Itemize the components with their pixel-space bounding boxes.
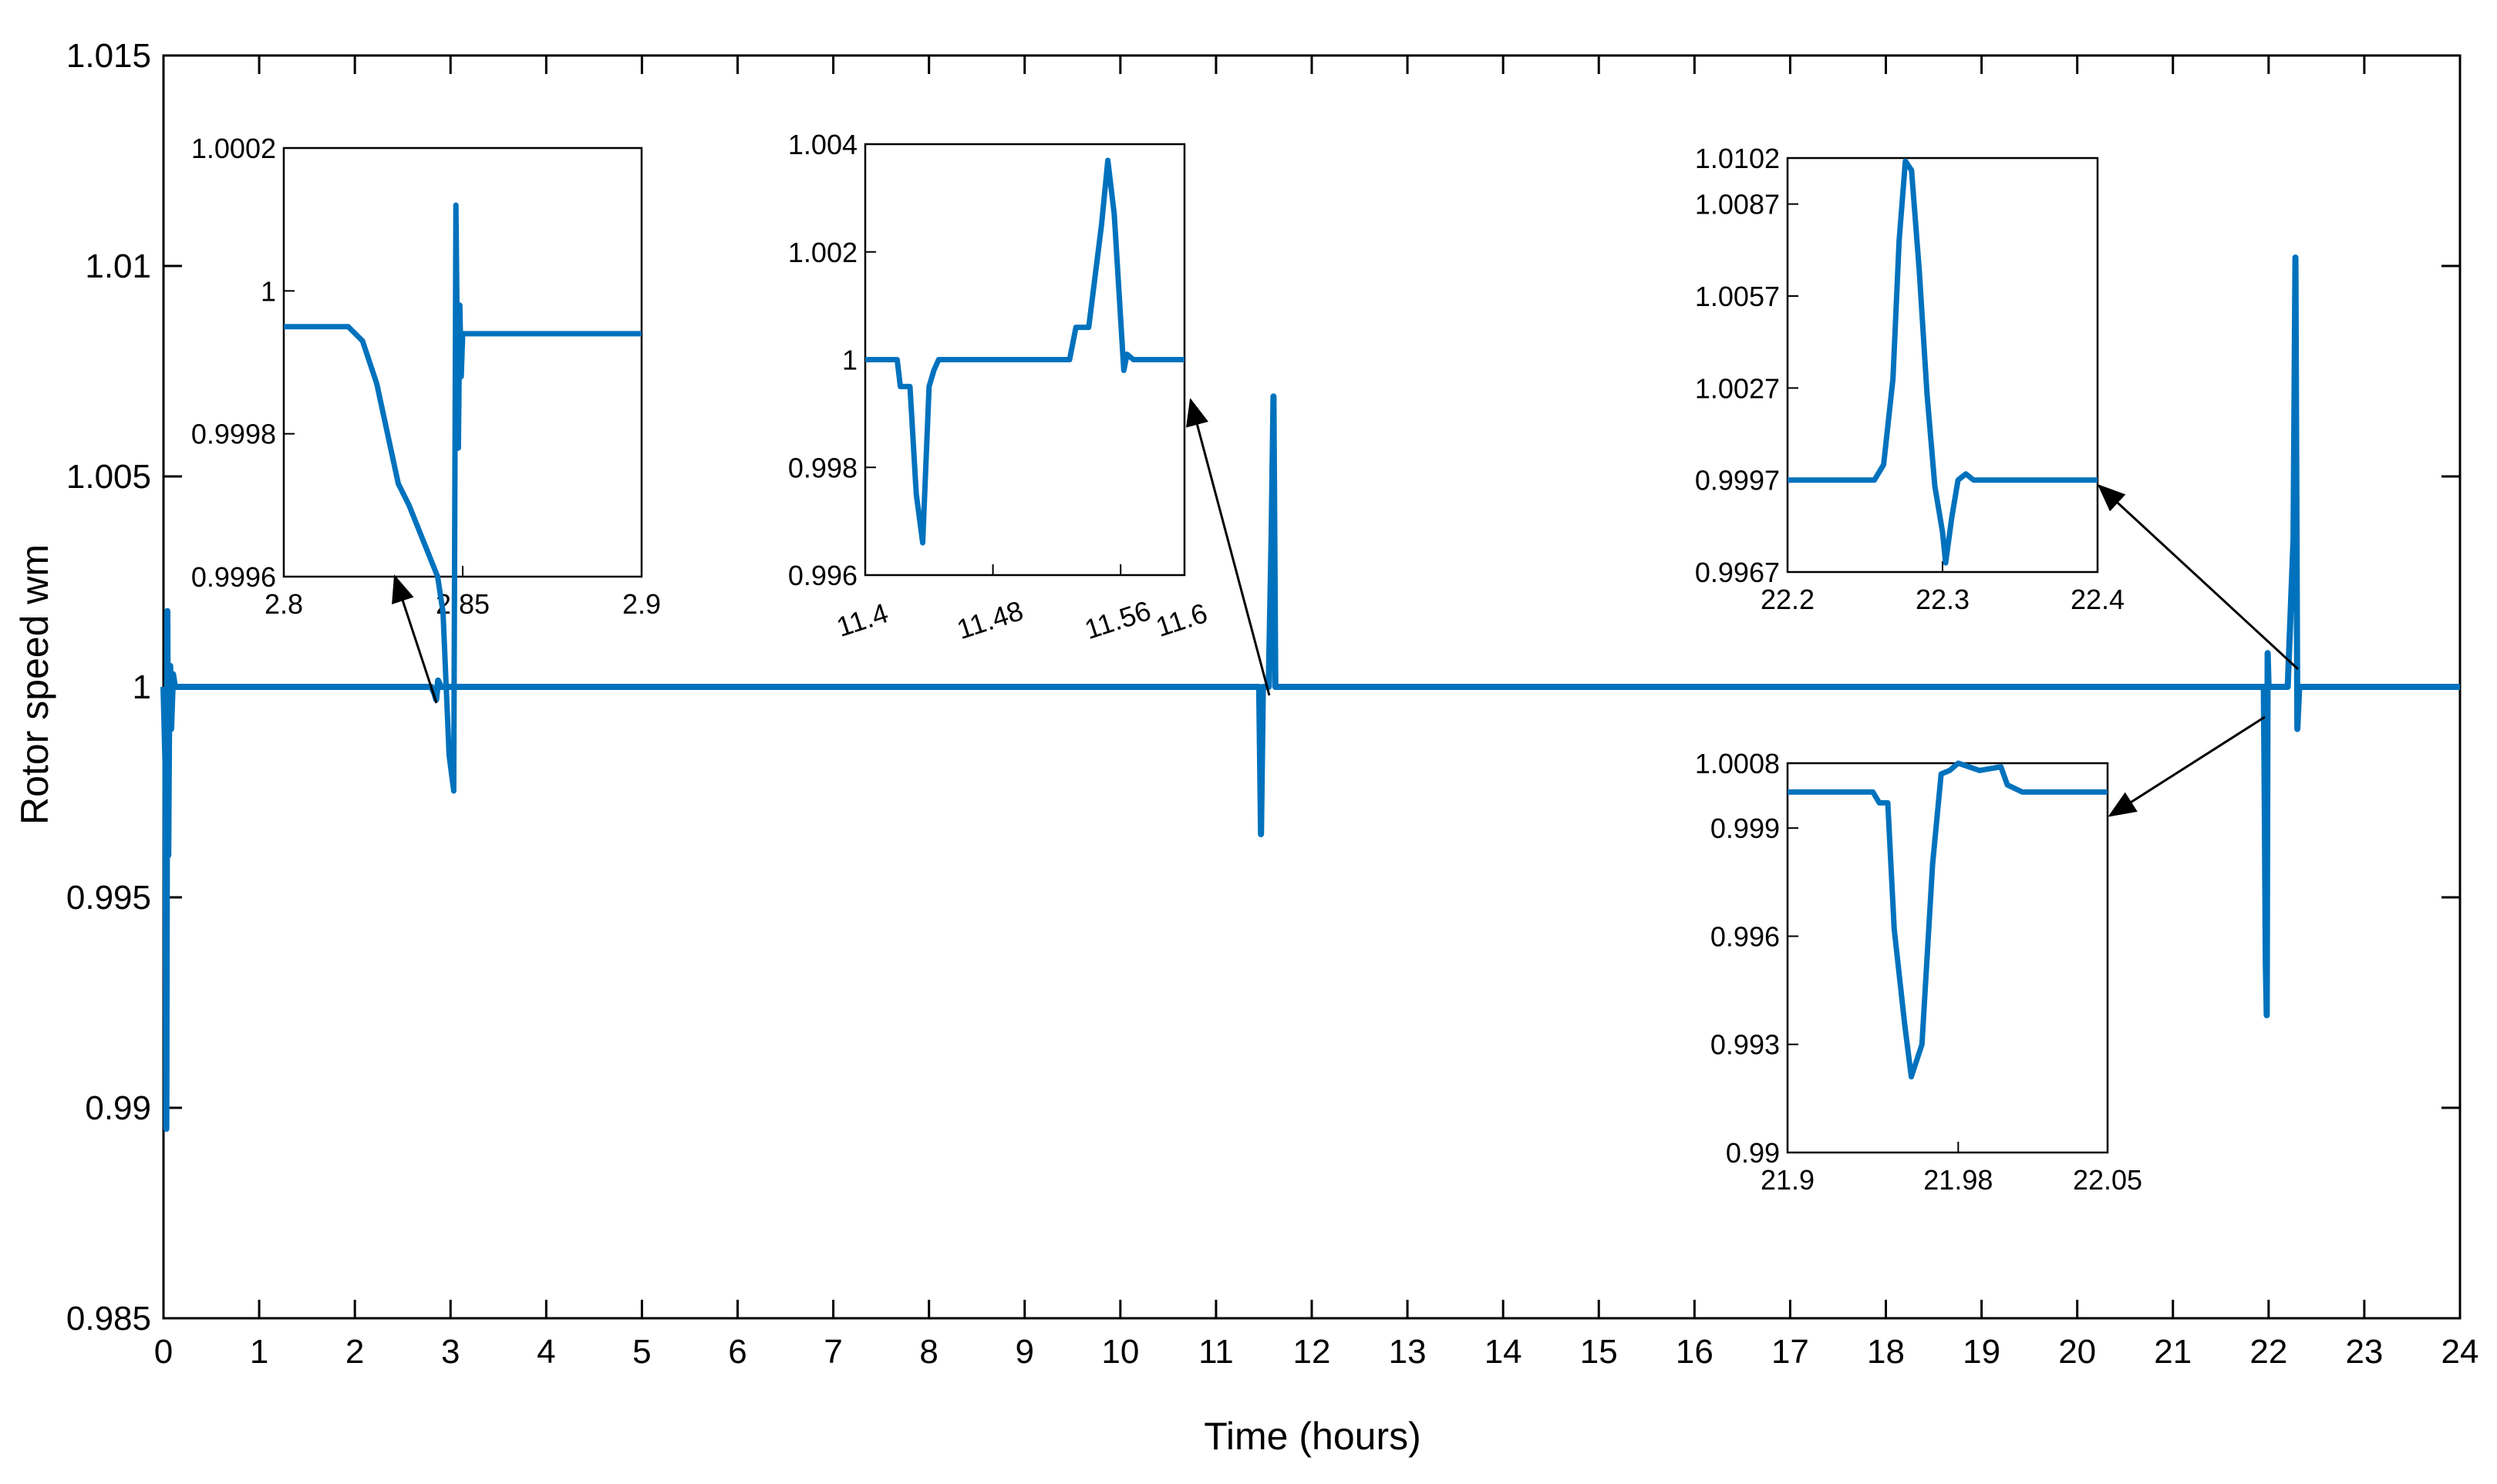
inset-y-tick-label: 1.0002 [191, 133, 276, 164]
inset-x-tick-label: 2.8 [265, 588, 303, 620]
inset-y-tick-label: 1.004 [788, 129, 858, 160]
y-tick-label: 0.995 [66, 879, 151, 917]
x-tick-label: 1 [250, 1333, 268, 1371]
inset-y-tick-label: 0.998 [788, 452, 858, 483]
x-tick-label: 22 [2249, 1333, 2287, 1371]
x-tick-label: 15 [1580, 1333, 1618, 1371]
zoom-arrow [1185, 398, 1271, 696]
inset-y-tick-label: 0.996 [788, 560, 858, 591]
inset-y-tick-label: 0.9998 [191, 419, 276, 450]
inset-x-tick-label: 2.9 [622, 588, 661, 620]
x-axis-title: Time (hours) [1204, 1415, 1421, 1458]
x-tick-label: 19 [1963, 1333, 2000, 1371]
x-tick-label: 21 [2154, 1333, 2192, 1371]
x-tick-label: 24 [2441, 1333, 2479, 1371]
x-tick-label: 11 [1198, 1333, 1234, 1371]
inset-x-tick-label: 22.4 [2071, 584, 2125, 615]
x-tick-label: 16 [1676, 1333, 1714, 1371]
inset-y-tick-label: 0.99 [1726, 1137, 1780, 1169]
inset-y-tick-label: 1.0057 [1695, 281, 1780, 312]
inset-series-line [284, 202, 642, 794]
x-tick-label: 10 [1101, 1333, 1139, 1371]
inset-y-tick-label: 0.9997 [1695, 465, 1780, 496]
x-tick-label: 7 [824, 1333, 842, 1371]
x-tick-label: 5 [632, 1333, 651, 1371]
inset-y-tick-label: 0.999 [1710, 813, 1780, 844]
x-tick-label: 3 [441, 1333, 460, 1371]
inset-frame [1786, 762, 2109, 1154]
x-tick-label: 20 [2058, 1333, 2096, 1371]
zoom-arrow [392, 574, 438, 704]
inset-y-tick-label: 1 [842, 345, 858, 376]
x-tick-label: 14 [1484, 1333, 1522, 1371]
inset-y-tick-label: 0.996 [1710, 920, 1780, 952]
inset-x-tick-label: 22.05 [2073, 1164, 2142, 1196]
inset-chart: 21.9 21.98 22.05 0.99 0.993 0.996 0.999 1.0008 [1695, 748, 2142, 1196]
x-tick-label: 13 [1389, 1333, 1427, 1371]
x-tick-label: 9 [1016, 1333, 1034, 1371]
inset-y-tick-label: 1.0027 [1695, 372, 1780, 404]
y-tick-label: 1.005 [66, 458, 151, 496]
inset-y-tick-label: 0.9967 [1695, 557, 1780, 588]
inset-y-tick-label: 1 [261, 275, 276, 307]
inset-y-tick-label: 0.9996 [191, 561, 276, 593]
zoom-arrow [2097, 483, 2300, 671]
y-tick-label: 0.985 [66, 1300, 151, 1338]
inset-y-tick-label: 1.0008 [1695, 748, 1780, 779]
inset-x-tick-label: 22.3 [1916, 584, 1970, 615]
inset-chart: 22.2 22.3 22.4 0.9967 0.9997 1.0027 1.0057 1.00… [1695, 143, 2125, 615]
arrows-layer [392, 398, 2300, 817]
x-tick-label: 8 [919, 1333, 938, 1371]
x-tick-label: 18 [1867, 1333, 1905, 1371]
inset-x-tick-label: 22.2 [1761, 584, 1815, 615]
x-tick-label: 6 [728, 1333, 746, 1371]
inset-y-tick-label: 1.0102 [1695, 143, 1780, 174]
inset-y-tick-label: 0.993 [1710, 1029, 1780, 1061]
y-axis-title: Rotor speed wm [13, 544, 56, 825]
inset-x-tick-label: 21.98 [1923, 1164, 1993, 1196]
x-tick-label: 2 [345, 1333, 364, 1371]
x-tick-label: 4 [537, 1333, 555, 1371]
zoom-arrow [2108, 715, 2266, 817]
inset-series-line [1788, 760, 2108, 1080]
main-axes: 0 1 2 3 4 5 6 7 8 9 10 11 12 13 14 15 16 17 18 19 20 21 22 23 24… [66, 37, 2479, 1371]
y-tick-label: 0.99 [85, 1089, 151, 1127]
inset-x-tick-label: 21.9 [1761, 1164, 1815, 1196]
x-tick-label: 0 [154, 1333, 173, 1371]
inset-y-tick-label: 1.002 [788, 237, 858, 268]
x-tick-label: 12 [1293, 1333, 1331, 1371]
inset-series-line [865, 157, 1184, 546]
y-tick-label: 1.01 [85, 247, 151, 285]
x-tick-label: 17 [1771, 1333, 1809, 1371]
y-tick-label: 1 [133, 668, 151, 706]
x-tick-label: 23 [2345, 1333, 2383, 1371]
y-tick-label: 1.015 [66, 37, 151, 75]
inset-frame [1786, 156, 2099, 574]
inset-series-line [1788, 158, 2098, 566]
inset-y-tick-label: 1.0087 [1695, 189, 1780, 220]
